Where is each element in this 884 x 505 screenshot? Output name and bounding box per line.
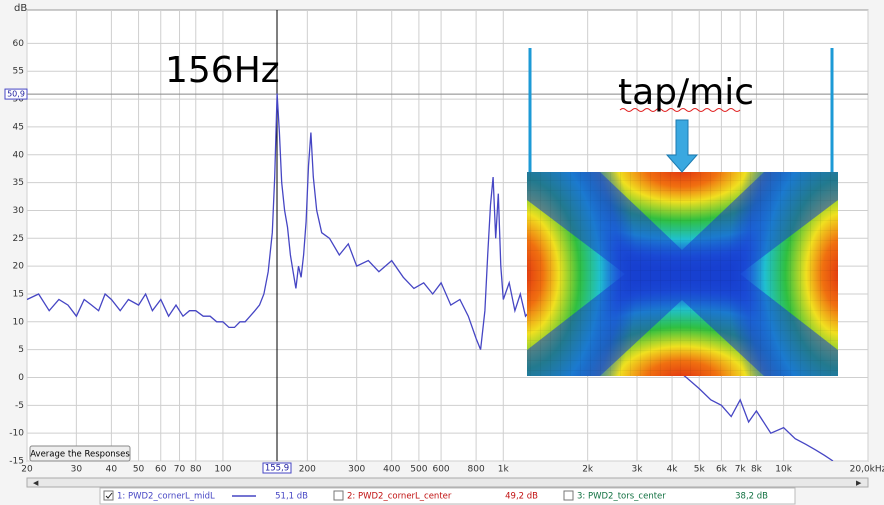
trace-name: 2: PWD2_cornerL_center — [347, 492, 452, 502]
annotation: 156Hz — [165, 50, 280, 91]
x-tick-label: 20,0kHz — [850, 465, 884, 475]
x-tick-label: 80 — [190, 465, 202, 475]
y-tick-label: 20 — [13, 262, 25, 272]
x-tick-label: 800 — [468, 465, 485, 475]
trace-checkbox[interactable] — [563, 490, 574, 501]
trace-level: 38,2 dB — [735, 492, 768, 502]
x-tick-label: 400 — [383, 465, 400, 475]
x-tick-label: 5k — [694, 465, 706, 475]
cursor-x-box — [262, 462, 292, 474]
x-tick-label: 1k — [498, 465, 510, 475]
y-tick-label: 10 — [13, 317, 25, 327]
y-axis-label: dB — [14, 3, 27, 14]
y-tick-label: 0 — [18, 373, 24, 383]
annotation: tap/mic — [618, 72, 754, 113]
mode-shape-image — [527, 48, 838, 376]
cursor-x-label: 155,9 — [265, 464, 289, 474]
button-label[interactable]: Average the Responses — [30, 450, 130, 460]
x-tick-label: 50 — [133, 465, 145, 475]
y-tick-label: -15 — [9, 457, 24, 467]
trace-level: 51,1 dB — [275, 492, 308, 502]
cursor-y-label: 50,9 — [7, 90, 25, 99]
x-tick-label: 200 — [299, 465, 316, 475]
y-tick-label: 60 — [13, 39, 25, 49]
scroll-track[interactable] — [26, 477, 869, 488]
x-tick-label: 500 — [410, 465, 427, 475]
trace-level: 49,2 dB — [505, 492, 538, 502]
x-tick-label: 2k — [582, 465, 594, 475]
button[interactable] — [29, 445, 131, 462]
scroll-left[interactable]: ◀ — [33, 479, 39, 487]
trace-name: 1: PWD2_cornerL_midL — [117, 492, 215, 502]
x-tick-label: 100 — [214, 465, 231, 475]
x-tick-label: 8k — [751, 465, 763, 475]
x-tick-label: 40 — [106, 465, 118, 475]
average-button[interactable]: Average the Responses — [29, 445, 131, 462]
y-tick-label: 30 — [13, 206, 25, 216]
scroll-right[interactable]: ▶ — [856, 479, 862, 487]
x-tick-label: 10k — [775, 465, 792, 475]
scrollbar[interactable]: ◀ ▶ — [26, 477, 869, 488]
y-tick-label: 55 — [13, 67, 24, 77]
y-tick-label: 50 — [13, 95, 25, 105]
arrow — [665, 119, 699, 173]
y-tick-label: 40 — [13, 150, 25, 160]
trace-checkbox[interactable] — [103, 490, 114, 501]
y-tick-label: 45 — [13, 122, 24, 132]
x-tick-label: 60 — [155, 465, 167, 475]
x-tick-label: 20 — [21, 465, 33, 475]
y-tick-label: 25 — [13, 234, 24, 244]
x-tick-label: 7k — [735, 465, 747, 475]
x-tick-label: 3k — [632, 465, 644, 475]
trace-checkbox[interactable] — [333, 490, 344, 501]
y-tick-label: -10 — [9, 429, 24, 439]
x-tick-label: 4k — [667, 465, 679, 475]
y-tick-label: 15 — [13, 289, 24, 299]
x-tick-label: 70 — [174, 465, 186, 475]
check-mark[interactable] — [105, 492, 113, 499]
x-tick-label: 300 — [348, 465, 365, 475]
y-tick-label: 35 — [13, 178, 24, 188]
x-tick-label: 6k — [716, 465, 728, 475]
spell-underline — [619, 108, 741, 112]
trace-list — [99, 487, 796, 505]
x-tick-label: 30 — [71, 465, 83, 475]
x-tick-label: 600 — [432, 465, 449, 475]
y-tick-label: 5 — [18, 345, 24, 355]
y-tick-label: -5 — [15, 401, 24, 411]
trace-name: 3: PWD2_tors_center — [577, 492, 666, 502]
